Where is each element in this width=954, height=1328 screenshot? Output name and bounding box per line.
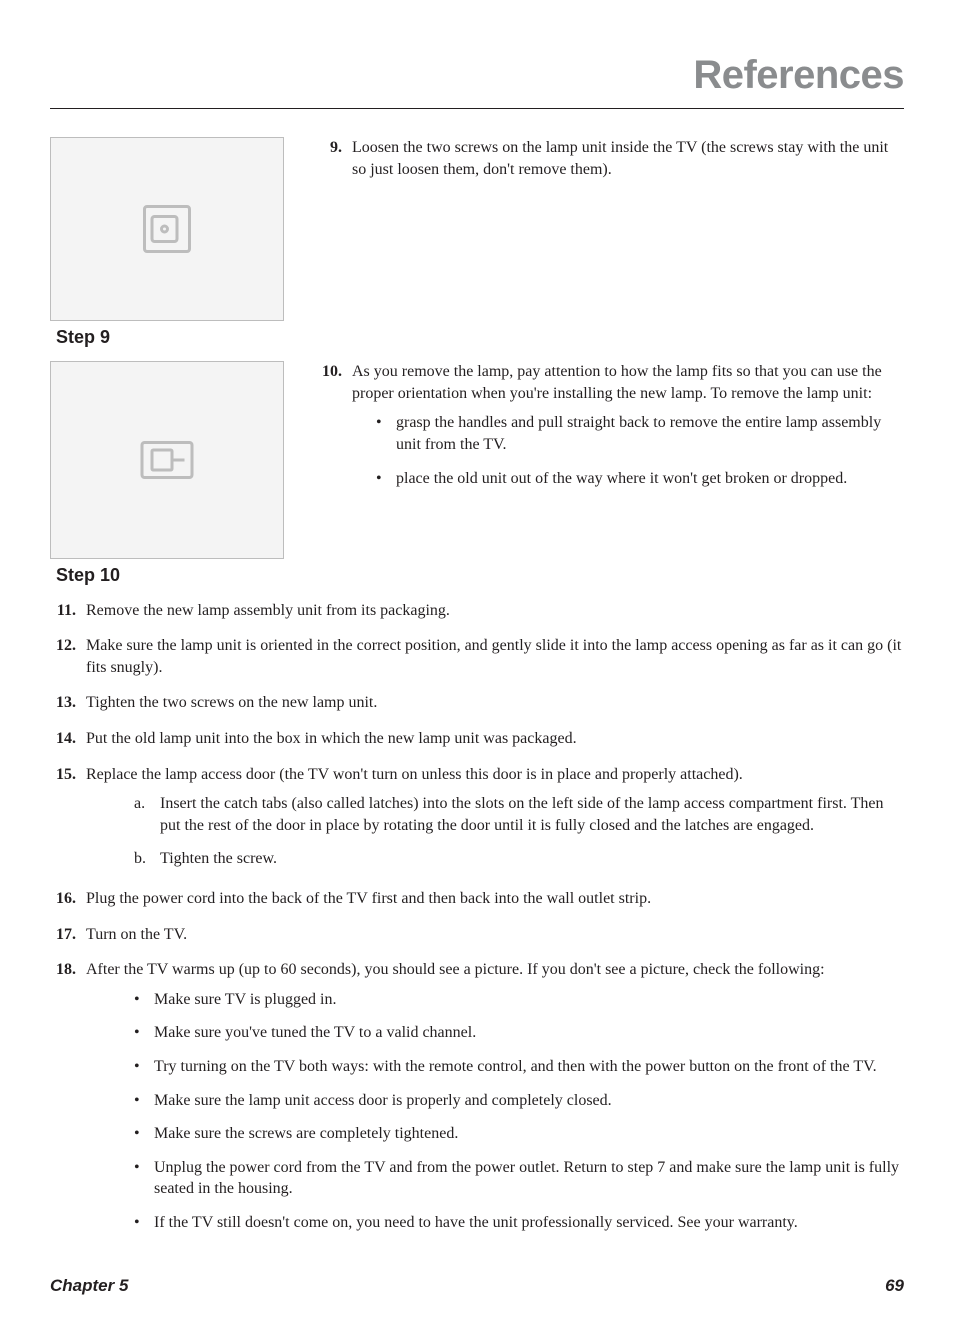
step-10-text-column: 10. As you remove the lamp, pay attentio… — [316, 361, 904, 587]
step-number: 15. — [50, 764, 76, 882]
bullet-icon: • — [376, 412, 386, 455]
step-18: 18. After the TV warms up (up to 60 seco… — [50, 959, 904, 1245]
list-item: • grasp the handles and pull straight ba… — [376, 412, 904, 455]
bullet-icon: • — [134, 1056, 144, 1078]
bullet-icon: • — [134, 1212, 144, 1234]
sub-item-a: a. Insert the catch tabs (also called la… — [134, 793, 904, 836]
step-text: After the TV warms up (up to 60 seconds)… — [86, 959, 904, 1245]
list-item: • Unplug the power cord from the TV and … — [134, 1157, 904, 1200]
step-11: 11. Remove the new lamp assembly unit fr… — [50, 600, 904, 622]
step-10-lead: As you remove the lamp, pay attention to… — [352, 363, 882, 402]
step-14: 14. Put the old lamp unit into the box i… — [50, 728, 904, 750]
step-text: Make sure the lamp unit is oriented in t… — [86, 635, 904, 678]
step-number: 18. — [50, 959, 76, 1245]
bullet-icon: • — [134, 1022, 144, 1044]
step-text: Tighten the two screws on the new lamp u… — [86, 692, 904, 714]
step-13: 13. Tighten the two screws on the new la… — [50, 692, 904, 714]
bullet-text: If the TV still doesn't come on, you nee… — [154, 1212, 798, 1234]
bullet-text: grasp the handles and pull straight back… — [396, 412, 904, 455]
figure-9-caption: Step 9 — [56, 325, 284, 349]
full-width-steps: 11. Remove the new lamp assembly unit fr… — [50, 600, 904, 1246]
list-item: • Make sure TV is plugged in. — [134, 989, 904, 1011]
list-item: • If the TV still doesn't come on, you n… — [134, 1212, 904, 1234]
step-18-lead: After the TV warms up (up to 60 seconds)… — [86, 961, 825, 978]
sub-letter: b. — [134, 848, 152, 870]
bullet-text: Make sure the screws are completely tigh… — [154, 1123, 458, 1145]
bullet-text: Make sure the lamp unit access door is p… — [154, 1090, 612, 1112]
step-18-bullets: • Make sure TV is plugged in. • Make sur… — [86, 989, 904, 1234]
step-10-bullets: • grasp the handles and pull straight ba… — [352, 412, 904, 489]
bullet-icon: • — [134, 1123, 144, 1145]
step-15-lead: Replace the lamp access door (the TV won… — [86, 766, 743, 783]
figure-9-column: Step 9 — [50, 137, 284, 349]
step-10-row: Step 10 10. As you remove the lamp, pay … — [50, 361, 904, 587]
step-number: 17. — [50, 924, 76, 946]
page-footer: Chapter 5 69 — [50, 1275, 904, 1298]
step-text: Put the old lamp unit into the box in wh… — [86, 728, 904, 750]
step-text: Turn on the TV. — [86, 924, 904, 946]
list-item: • place the old unit out of the way wher… — [376, 468, 904, 490]
step-15: 15. Replace the lamp access door (the TV… — [50, 764, 904, 882]
step-text: Replace the lamp access door (the TV won… — [86, 764, 904, 882]
title-rule — [50, 108, 904, 109]
bullet-text: Try turning on the TV both ways: with th… — [154, 1056, 877, 1078]
bullet-icon: • — [376, 468, 386, 490]
step-12: 12. Make sure the lamp unit is oriented … — [50, 635, 904, 678]
list-item: • Make sure the screws are completely ti… — [134, 1123, 904, 1145]
step-9-text-column: 9. Loosen the two screws on the lamp uni… — [316, 137, 904, 349]
step-number: 12. — [50, 635, 76, 678]
step-number: 10. — [316, 361, 342, 501]
bullet-icon: • — [134, 989, 144, 1011]
bullet-text: Unplug the power cord from the TV and fr… — [154, 1157, 904, 1200]
sub-letter: a. — [134, 793, 152, 836]
bullet-text: place the old unit out of the way where … — [396, 468, 847, 490]
sub-text: Insert the catch tabs (also called latch… — [160, 793, 904, 836]
step-9-row: Step 9 9. Loosen the two screws on the l… — [50, 137, 904, 349]
step-15-sublist: a. Insert the catch tabs (also called la… — [86, 793, 904, 870]
step-number: 14. — [50, 728, 76, 750]
list-item: • Try turning on the TV both ways: with … — [134, 1056, 904, 1078]
diagram-icon — [137, 199, 197, 259]
step-number: 16. — [50, 888, 76, 910]
list-item: • Make sure you've tuned the TV to a val… — [134, 1022, 904, 1044]
figure-step-10 — [50, 361, 284, 559]
sub-item-b: b. Tighten the screw. — [134, 848, 904, 870]
chapter-title: References — [50, 48, 904, 102]
bullet-text: Make sure you've tuned the TV to a valid… — [154, 1022, 476, 1044]
figure-10-column: Step 10 — [50, 361, 284, 587]
footer-page-number: 69 — [885, 1275, 904, 1298]
list-item: • Make sure the lamp unit access door is… — [134, 1090, 904, 1112]
step-10: 10. As you remove the lamp, pay attentio… — [316, 361, 904, 501]
step-number: 11. — [50, 600, 76, 622]
step-text: Remove the new lamp assembly unit from i… — [86, 600, 904, 622]
step-number: 13. — [50, 692, 76, 714]
bullet-text: Make sure TV is plugged in. — [154, 989, 337, 1011]
sub-text: Tighten the screw. — [160, 848, 277, 870]
footer-chapter: Chapter 5 — [50, 1275, 128, 1298]
figure-step-9 — [50, 137, 284, 321]
step-number: 9. — [316, 137, 342, 180]
step-9: 9. Loosen the two screws on the lamp uni… — [316, 137, 904, 180]
bullet-icon: • — [134, 1090, 144, 1112]
diagram-icon — [137, 430, 197, 490]
step-text: Loosen the two screws on the lamp unit i… — [352, 137, 904, 180]
step-17: 17. Turn on the TV. — [50, 924, 904, 946]
figure-10-caption: Step 10 — [56, 563, 284, 587]
bullet-icon: • — [134, 1157, 144, 1200]
step-text: As you remove the lamp, pay attention to… — [352, 361, 904, 501]
step-16: 16. Plug the power cord into the back of… — [50, 888, 904, 910]
step-text: Plug the power cord into the back of the… — [86, 888, 904, 910]
